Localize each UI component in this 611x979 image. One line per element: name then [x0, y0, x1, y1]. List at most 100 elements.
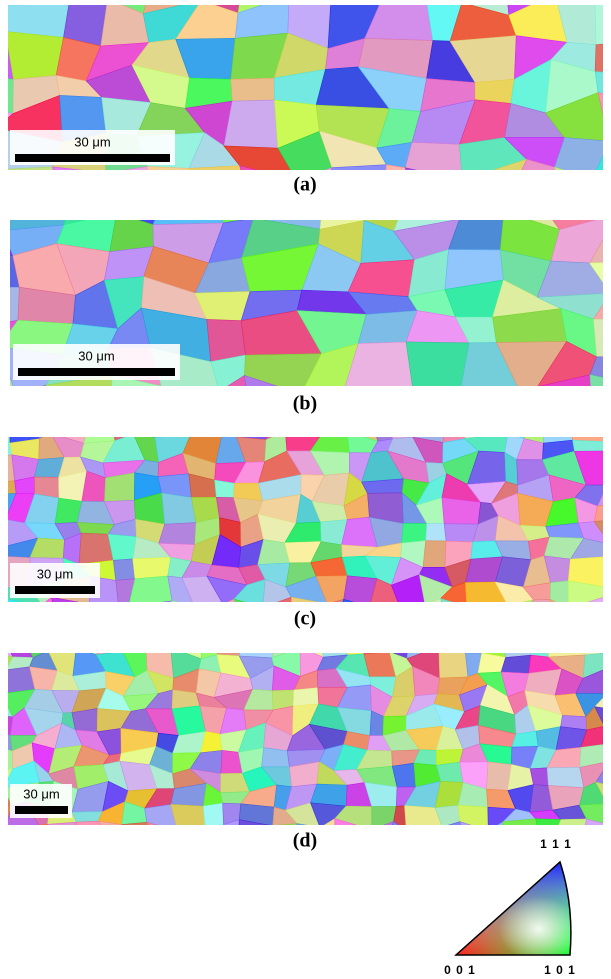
grain — [454, 628, 488, 653]
grain — [424, 599, 445, 626]
grain — [605, 653, 611, 669]
ebsd-panel: 30 μm(d) — [0, 628, 611, 852]
grain — [339, 410, 377, 441]
grain — [107, 606, 143, 627]
grain — [592, 179, 611, 211]
panel-label: (a) — [293, 174, 316, 196]
grain — [262, 748, 290, 767]
scale-bar-label: 30 μm — [78, 348, 114, 363]
grain — [508, 417, 530, 439]
grain — [506, 600, 534, 623]
grain — [439, 647, 468, 678]
grain — [2, 667, 35, 694]
grain — [60, 0, 108, 4]
grain — [48, 631, 76, 651]
grain — [217, 634, 243, 656]
grain — [454, 197, 520, 219]
grain — [244, 354, 321, 394]
grain — [372, 821, 394, 847]
grain — [79, 533, 113, 564]
grain — [607, 451, 611, 485]
ipf-triangle-outline — [456, 862, 571, 955]
grain — [237, 419, 273, 440]
grain — [607, 667, 611, 697]
grain — [240, 166, 297, 209]
grain — [607, 804, 611, 825]
grain — [432, 822, 466, 848]
grain — [436, 762, 463, 782]
grain — [0, 576, 1, 599]
grain — [96, 638, 124, 655]
grain — [293, 688, 318, 706]
grain — [215, 480, 235, 498]
panel-label: (c) — [294, 608, 316, 630]
grain — [580, 745, 609, 768]
grain — [413, 390, 460, 429]
grain — [171, 804, 205, 830]
grain — [53, 167, 106, 212]
grain — [382, 165, 421, 214]
grain — [5, 825, 39, 844]
ebsd-panel: 30 μm(b) — [0, 175, 611, 428]
grain — [603, 726, 611, 744]
grain — [0, 534, 4, 556]
grain — [108, 534, 136, 560]
ipf-legend: 1 1 1 0 0 1 1 0 1 — [444, 837, 576, 977]
grain — [77, 522, 114, 534]
grain — [148, 166, 193, 205]
grain — [603, 744, 611, 766]
grain — [291, 628, 323, 658]
grain — [266, 411, 289, 440]
grain — [64, 183, 117, 225]
grain — [110, 411, 136, 440]
grain — [161, 386, 219, 427]
grain — [48, 822, 79, 849]
grain — [5, 31, 63, 79]
grain — [475, 79, 514, 103]
grain — [207, 319, 246, 361]
grain — [181, 604, 223, 628]
grain — [555, 167, 598, 211]
grain — [595, 0, 611, 45]
grain — [407, 0, 473, 3]
grain — [189, 166, 250, 209]
grain — [371, 411, 393, 441]
grain — [449, 212, 504, 250]
grain — [447, 386, 518, 414]
grain — [0, 414, 10, 443]
grain — [603, 596, 611, 621]
grain — [147, 822, 178, 843]
scale-bar — [15, 586, 95, 594]
grain — [133, 557, 171, 578]
grain — [75, 636, 104, 655]
grain — [405, 168, 462, 212]
grain — [606, 432, 611, 453]
grain — [319, 0, 386, 3]
grain-map — [0, 628, 611, 851]
grain — [593, 319, 611, 357]
grain — [129, 601, 173, 627]
grain — [372, 806, 396, 829]
grain — [444, 524, 478, 542]
scale-bar-label: 30 μm — [74, 134, 110, 149]
grain — [231, 78, 275, 101]
grain — [387, 604, 425, 626]
grain — [129, 576, 173, 607]
grain — [156, 601, 194, 628]
grain — [460, 822, 488, 848]
grain — [222, 422, 237, 437]
grain — [344, 576, 377, 607]
grain — [234, 599, 263, 627]
grain — [72, 709, 98, 732]
grain — [549, 639, 586, 657]
grain — [314, 410, 347, 437]
grain — [4, 0, 69, 5]
grain — [93, 166, 148, 209]
grain — [573, 440, 611, 451]
grain — [0, 385, 46, 409]
grain — [380, 0, 426, 3]
grain — [0, 1, 5, 33]
grain — [530, 768, 548, 786]
grain — [531, 633, 550, 657]
grain — [441, 599, 467, 629]
